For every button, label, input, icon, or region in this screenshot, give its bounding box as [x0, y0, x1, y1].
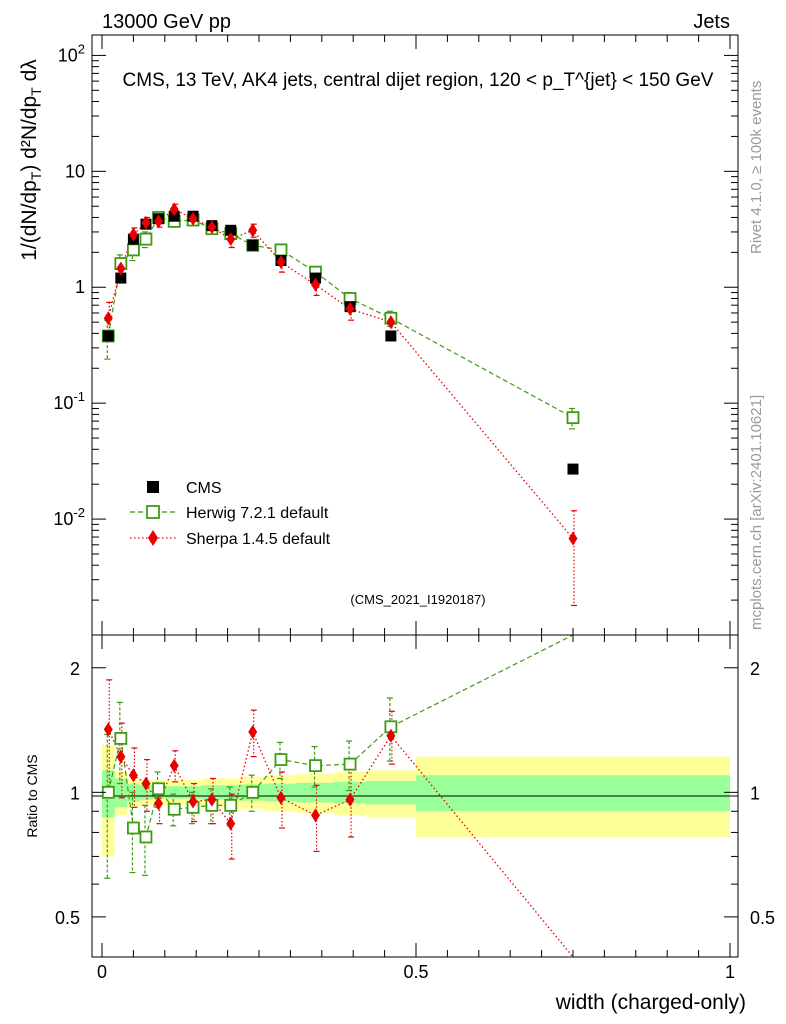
ratio-sherpa-point [154, 796, 164, 811]
cms-point [102, 330, 114, 342]
sherpa-point [103, 311, 113, 326]
y-tick-label: 10-1 [53, 389, 85, 413]
ratio-panel: 0 0.5 1 0.5 0.5 1 1 2 2 Ratio to CMS [24, 634, 775, 982]
herwig-point [139, 232, 153, 246]
cms-point [115, 272, 127, 284]
side-label-bottom: mcplots.cern.ch [arXiv:2401.10621] [748, 395, 765, 630]
ratio-y-tick-label: 2 [70, 659, 80, 679]
ratio-sherpa-point [116, 749, 126, 764]
ratio-sherpa-point [226, 816, 236, 831]
ratio-herwig-point [127, 821, 140, 835]
ratio-herwig-point [274, 753, 288, 766]
ratio-sherpa-point [141, 776, 151, 791]
ratio-herwig-point [309, 759, 322, 773]
x-tick-label: 0.5 [403, 962, 428, 982]
y-tick-label: 102 [58, 41, 85, 65]
sherpa-point [226, 232, 236, 247]
ratio-herwig-point [167, 802, 181, 816]
sherpa-point [386, 315, 396, 330]
ratio-sherpa-point [345, 792, 355, 807]
x-tick-label: 0 [97, 962, 107, 982]
sherpa-point [311, 277, 321, 292]
ratio-y-tick-label: 1 [70, 783, 80, 803]
sherpa-point [207, 220, 217, 235]
y-tick-label: 10 [65, 161, 85, 181]
sherpa-point [568, 531, 578, 546]
ratio-series [101, 634, 574, 958]
legend-herwig-marker [146, 505, 160, 519]
ratio-herwig-point [224, 798, 238, 812]
ratio-bands [102, 745, 730, 857]
legend-cms-label: CMS [186, 480, 222, 497]
legend-cms-marker [147, 481, 159, 493]
sherpa-point [248, 223, 258, 238]
sherpa-point [276, 255, 286, 270]
herwig-line [107, 216, 574, 419]
sherpa-point [169, 202, 179, 217]
y-axis-label: 1/(dN/dpT) d²N/dpT dλ [18, 59, 44, 261]
header-left: 13000 GeV pp [102, 11, 231, 33]
chart-title: CMS, 13 TeV, AK4 jets, central dijet reg… [123, 70, 714, 91]
ratio-herwig-point [343, 757, 357, 771]
y-tick-label: 1 [75, 277, 85, 297]
ratio-herwig-point [114, 731, 128, 745]
ratio-y-tick-label: 0.5 [55, 908, 80, 928]
ratio-sherpa-point [276, 790, 286, 805]
ratio-sherpa-point [248, 724, 258, 739]
herwig-point [274, 243, 288, 257]
ratio-herwig-point [139, 830, 153, 844]
sherpa-point [345, 301, 355, 316]
ratio-sherpa-point [311, 808, 321, 823]
sherpa-point [116, 261, 126, 276]
ratio-band-inner [102, 770, 730, 818]
side-label-top: Rivet 4.1.0, ≥ 100k events [748, 81, 765, 254]
legend-sherpa-label: Sherpa 1.4.5 default [186, 531, 331, 548]
ratio-sherpa-point [103, 722, 113, 737]
main-axes: 10-2 10-1 1 10 102 [53, 35, 738, 636]
sherpa-point [188, 211, 198, 226]
ratio-herwig-point [246, 785, 260, 799]
header-right: Jets [693, 11, 730, 33]
x-axis-label: width (charged-only) [555, 991, 746, 1014]
legend: CMS Herwig 7.2.1 default Sherpa 1.4.5 de… [130, 480, 331, 548]
legend-herwig-label: Herwig 7.2.1 default [186, 505, 329, 522]
y-tick-label: 10-2 [53, 505, 85, 529]
sherpa-point [141, 215, 151, 230]
ratio-sherpa-point [386, 728, 396, 743]
herwig-point [566, 411, 580, 425]
ratio-frame [91, 634, 739, 958]
herwig-point [127, 243, 140, 257]
cms-point [225, 224, 237, 236]
sherpa-line [107, 208, 574, 539]
sherpa-point [154, 214, 164, 229]
watermark: (CMS_2021_I1920187) [350, 592, 485, 607]
main-panel: 10-2 10-1 1 10 102 CMS, 13 TeV, AK4 jets, ce… [18, 34, 739, 636]
ratio-y-label: Ratio to CMS [24, 754, 40, 837]
main-series [101, 202, 580, 607]
svg-text:1/(dN/dpT) d²N/dpT dλ: 1/(dN/dpT) d²N/dpT dλ [18, 59, 44, 261]
ratio-sherpa-line [107, 729, 574, 958]
cms-point [247, 239, 259, 251]
cms-point [385, 330, 397, 342]
ratio-herwig-point [152, 782, 165, 796]
ratio-sherpa-point [169, 758, 179, 773]
ratio-axes: 0 0.5 1 0.5 0.5 1 1 2 2 [55, 635, 775, 982]
ratio-y-tick-label-right: 1 [750, 783, 760, 803]
ratio-sherpa-point [188, 794, 198, 809]
sherpa-point [128, 227, 138, 242]
legend-sherpa-marker [148, 530, 158, 546]
cms-point [567, 463, 579, 475]
ratio-y-tick-label-right: 0.5 [750, 908, 775, 928]
ratio-y-tick-label-right: 2 [750, 659, 760, 679]
x-tick-label: 1 [725, 962, 735, 982]
ratio-sherpa-point [207, 792, 217, 807]
ratio-sherpa-point [128, 768, 138, 783]
